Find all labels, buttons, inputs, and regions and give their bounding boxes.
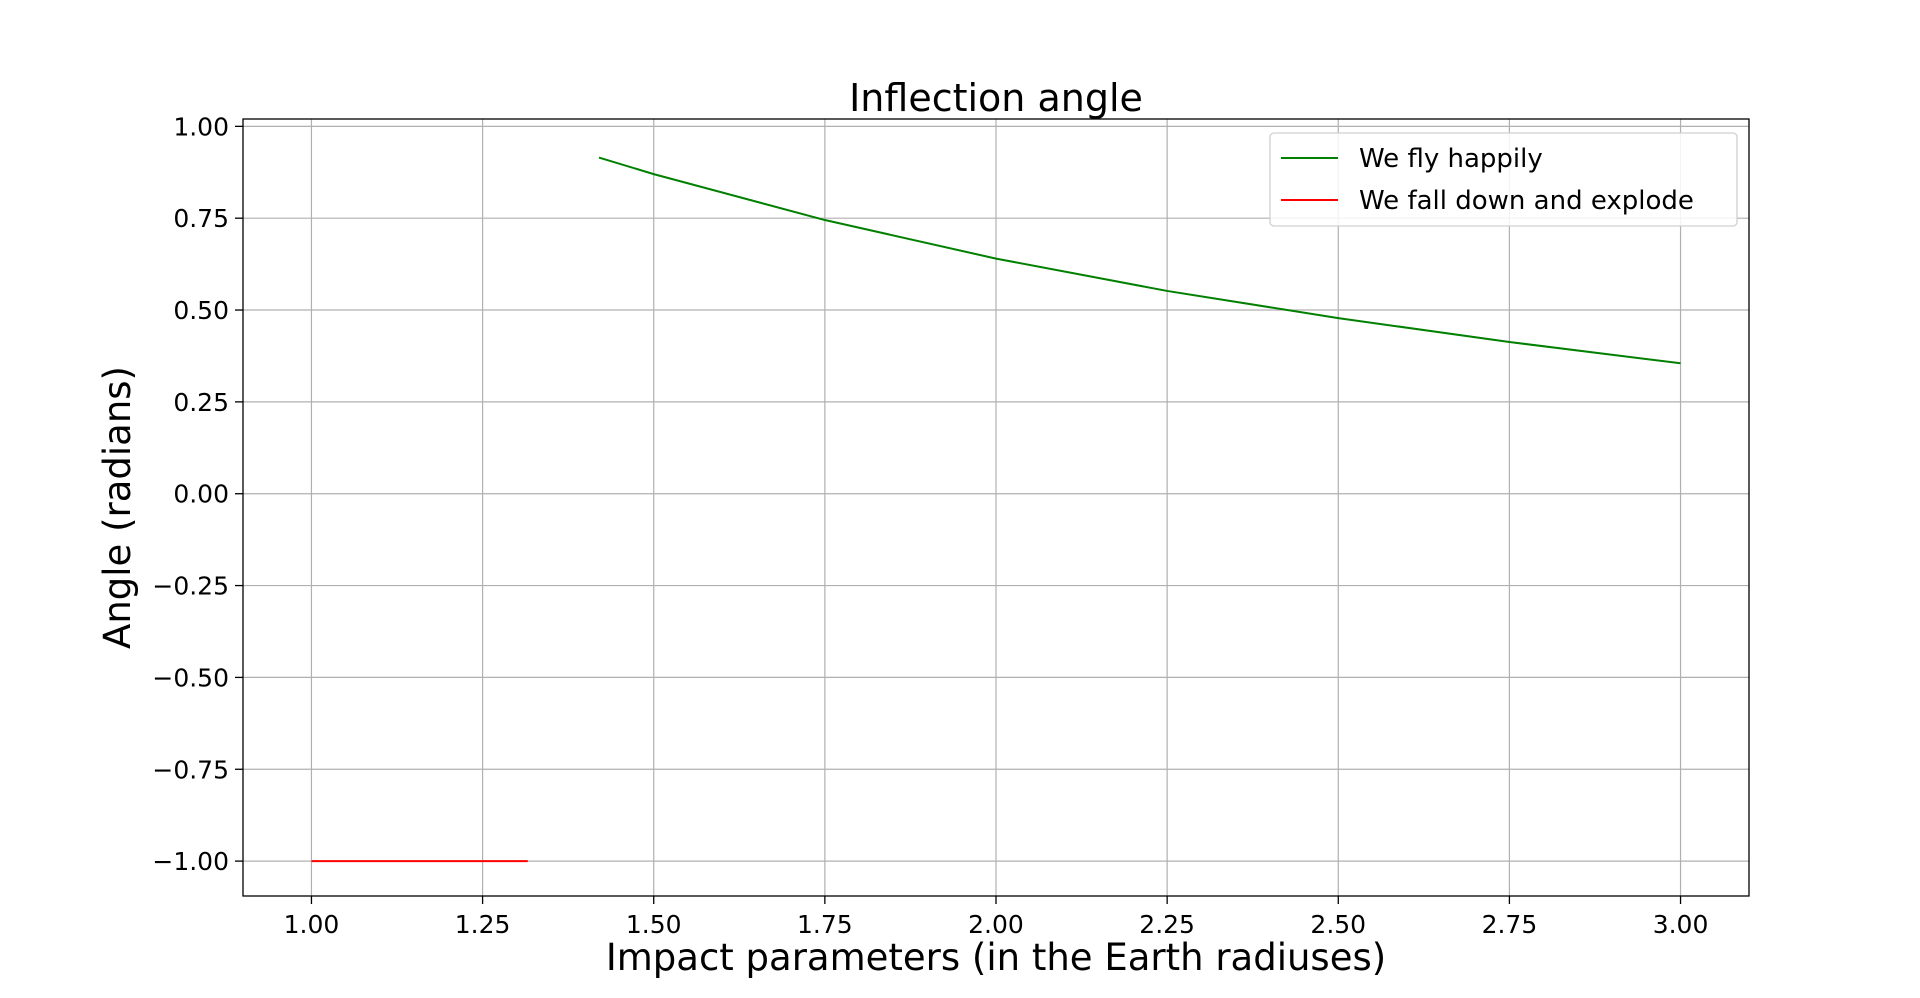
legend-box <box>1269 132 1738 227</box>
x-tick-label: 2.25 <box>1139 910 1195 939</box>
x-tick-label: 3.00 <box>1653 910 1709 939</box>
y-tick-label: −1.00 <box>152 847 229 876</box>
y-tick-label: 0.75 <box>173 204 229 233</box>
series-lines <box>311 156 1681 863</box>
legend-label-fly: We fly happily <box>1359 144 1543 174</box>
series-line-fly <box>598 156 1681 365</box>
y-tick-label: 0.50 <box>173 296 229 325</box>
grid-lines <box>243 119 1749 896</box>
y-tick-label: −0.75 <box>152 755 229 784</box>
x-tick-label: 1.25 <box>455 910 511 939</box>
legend-label-explode: We fall down and explode <box>1359 186 1694 216</box>
chart-title: Inflection angle <box>849 76 1143 120</box>
y-tick-label: −0.50 <box>152 663 229 692</box>
axis-ticks: 1.00 1.25 1.50 1.75 2.00 2.25 2.50 2.75 3.00 −1.0… <box>152 112 1708 939</box>
x-axis-label: Impact parameters (in the Earth radiuses… <box>606 936 1386 979</box>
x-tick-label: 2.00 <box>968 910 1024 939</box>
y-tick-label: 0.00 <box>173 480 229 509</box>
x-tick-label: 1.00 <box>284 910 340 939</box>
y-axis-label: Angle (radians) <box>96 366 139 649</box>
y-tick-label: 1.00 <box>173 112 229 141</box>
y-tick-label: 0.25 <box>173 388 229 417</box>
x-tick-label: 2.75 <box>1482 910 1538 939</box>
x-tick-label: 1.50 <box>626 910 682 939</box>
x-tick-label: 1.75 <box>797 910 853 939</box>
y-tick-label: −0.25 <box>152 572 229 601</box>
x-tick-label: 2.50 <box>1310 910 1366 939</box>
legend: We fly happily We fall down and explode <box>1269 132 1738 227</box>
